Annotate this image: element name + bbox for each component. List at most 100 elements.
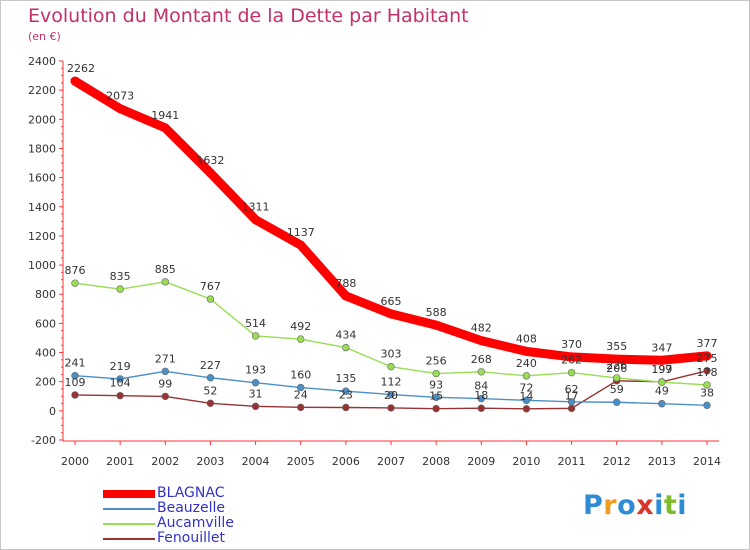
- data-point: [432, 369, 440, 378]
- data-label: 2262: [67, 62, 95, 75]
- data-point: [116, 391, 124, 400]
- data-label: 262: [561, 354, 582, 367]
- logo-letter: o: [617, 490, 637, 521]
- legend-swatch: [103, 508, 155, 510]
- y-tick-label: 2400: [28, 55, 56, 68]
- data-point: [116, 285, 124, 293]
- data-label: 2073: [106, 90, 134, 103]
- data-point: [161, 392, 169, 401]
- data-point: [387, 390, 395, 399]
- legend-label: Beauzelle: [157, 500, 226, 516]
- data-label: 52: [203, 384, 217, 397]
- data-label: 370: [561, 338, 582, 351]
- data-label: 72: [519, 381, 533, 394]
- logo-letter: r: [603, 490, 618, 521]
- data-point: [476, 336, 486, 346]
- x-tick-label: 2003: [196, 455, 224, 468]
- data-point: [206, 295, 215, 303]
- data-point: [387, 362, 395, 371]
- y-tick-label: -200: [31, 434, 56, 447]
- data-point: [116, 375, 124, 383]
- x-tick-label: 2001: [106, 455, 134, 468]
- legend-label: BLAGNAC: [157, 485, 225, 501]
- data-point: [205, 168, 215, 178]
- y-tick-label: 2000: [28, 113, 56, 126]
- y-tick-label: 0: [49, 405, 56, 418]
- x-tick-label: 2013: [648, 455, 676, 468]
- data-point: [567, 404, 576, 413]
- logo-letter: i: [654, 490, 664, 521]
- data-label: 112: [381, 376, 402, 389]
- data-label: 767: [200, 280, 221, 293]
- data-label: 49: [655, 385, 669, 398]
- logo-letter: x: [636, 490, 655, 521]
- data-point: [477, 394, 485, 403]
- y-tick-label: 800: [35, 288, 56, 301]
- data-point: [567, 352, 577, 362]
- data-label: 226: [606, 359, 627, 372]
- data-label: 241: [65, 357, 86, 370]
- y-tick-label: 1200: [28, 230, 56, 243]
- legend-label: Aucamville: [157, 515, 234, 531]
- data-point: [567, 368, 576, 377]
- y-tick-label: 1600: [28, 172, 56, 185]
- data-label: 1632: [196, 154, 224, 167]
- data-label: 59: [610, 383, 624, 396]
- data-point: [658, 400, 666, 408]
- x-tick-label: 2014: [693, 455, 721, 468]
- data-label: 788: [335, 277, 356, 290]
- data-label: 219: [110, 360, 131, 373]
- data-label: 206: [606, 362, 627, 375]
- data-label: 355: [606, 340, 627, 353]
- data-label: 199: [651, 363, 672, 376]
- y-tick-label: 1000: [28, 259, 56, 272]
- data-label: 408: [516, 332, 537, 345]
- data-point: [296, 240, 306, 250]
- data-label: 514: [245, 317, 266, 330]
- data-label: 17: [565, 389, 579, 402]
- data-point: [251, 215, 261, 225]
- logo-letter: t: [663, 490, 678, 521]
- data-label: 1941: [151, 109, 179, 122]
- data-point: [657, 355, 667, 365]
- proxiti-logo: Proxiti: [583, 490, 687, 521]
- data-label: 835: [110, 270, 131, 283]
- data-point: [522, 372, 531, 380]
- data-point: [297, 335, 305, 343]
- data-label: 104: [110, 377, 131, 390]
- data-label: 62: [565, 383, 579, 396]
- x-tick-label: 2002: [151, 455, 179, 468]
- data-label: 1137: [287, 226, 315, 239]
- data-label: 271: [155, 352, 176, 365]
- data-point: [251, 402, 260, 411]
- data-point: [387, 404, 395, 412]
- x-tick-label: 2005: [287, 455, 315, 468]
- data-point: [342, 343, 350, 352]
- data-label: 268: [471, 353, 492, 366]
- data-label: 240: [516, 357, 537, 370]
- data-label: 347: [651, 341, 672, 354]
- data-point: [432, 393, 440, 401]
- data-label: 303: [381, 348, 402, 361]
- data-point: [160, 123, 170, 133]
- data-point: [297, 383, 305, 392]
- x-tick-label: 2010: [512, 455, 540, 468]
- y-tick-label: 600: [35, 317, 56, 330]
- data-point: [251, 379, 260, 387]
- data-label: 20: [384, 389, 398, 402]
- data-label: 38: [700, 386, 714, 399]
- data-point: [161, 278, 169, 286]
- data-point: [613, 374, 621, 382]
- data-point: [341, 291, 351, 301]
- data-point: [342, 387, 350, 395]
- data-point: [567, 398, 576, 406]
- x-tick-label: 2006: [332, 455, 360, 468]
- data-point: [386, 309, 396, 319]
- data-label: 31: [249, 387, 263, 400]
- chart-subtitle: (en €): [28, 30, 61, 43]
- logo-letter: i: [677, 490, 688, 521]
- x-tick-label: 2009: [467, 455, 495, 468]
- data-label: 665: [381, 295, 402, 308]
- y-tick-label: 400: [35, 347, 56, 360]
